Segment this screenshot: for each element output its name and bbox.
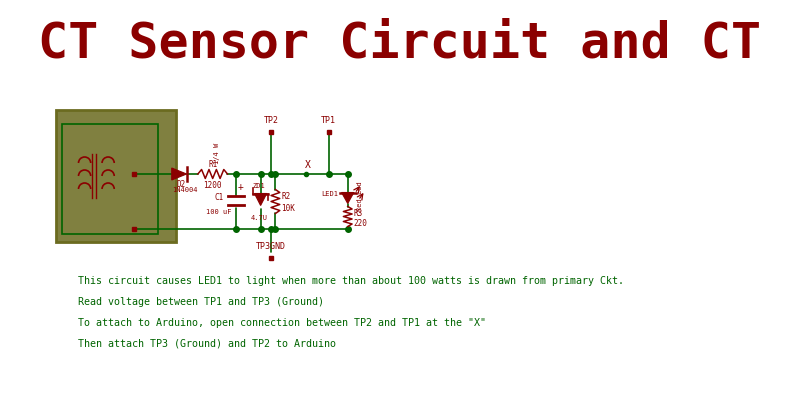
Text: Then attach TP3 (Ground) and TP2 to Arduino: Then attach TP3 (Ground) and TP2 to Ardu… (78, 339, 336, 349)
Text: TP2: TP2 (263, 116, 278, 125)
Text: This circuit causes LED1 to light when more than about 100 watts is drawn from p: This circuit causes LED1 to light when m… (78, 276, 624, 286)
Text: 10K: 10K (282, 204, 295, 213)
Text: 4.7U: 4.7U (250, 214, 267, 221)
Text: R2: R2 (282, 192, 290, 201)
Text: 1200: 1200 (203, 181, 222, 190)
Text: 100 uF: 100 uF (206, 208, 231, 214)
Text: D2: D2 (176, 180, 186, 189)
Text: TP1: TP1 (321, 116, 336, 125)
Polygon shape (172, 168, 186, 180)
Text: R1: R1 (208, 160, 218, 169)
Text: TP3GND: TP3GND (256, 242, 286, 251)
Text: ZD1: ZD1 (253, 184, 266, 190)
Polygon shape (254, 193, 266, 206)
Text: Red Led: Red Led (358, 182, 363, 211)
Text: 1N4004: 1N4004 (172, 187, 198, 193)
Text: +: + (238, 182, 244, 193)
Text: C1: C1 (214, 193, 223, 202)
Text: 220: 220 (354, 219, 368, 228)
Text: To attach to Arduino, open connection between TP2 and TP1 at the "X": To attach to Arduino, open connection be… (78, 318, 486, 328)
Text: X: X (305, 160, 310, 170)
Polygon shape (342, 193, 354, 203)
Text: LED1: LED1 (321, 191, 338, 197)
FancyBboxPatch shape (56, 110, 176, 242)
Text: R3: R3 (354, 209, 363, 218)
Text: 1/4 W: 1/4 W (214, 143, 220, 164)
Text: CT Sensor Circuit and CT: CT Sensor Circuit and CT (38, 19, 762, 67)
Text: Read voltage between TP1 and TP3 (Ground): Read voltage between TP1 and TP3 (Ground… (78, 297, 324, 307)
